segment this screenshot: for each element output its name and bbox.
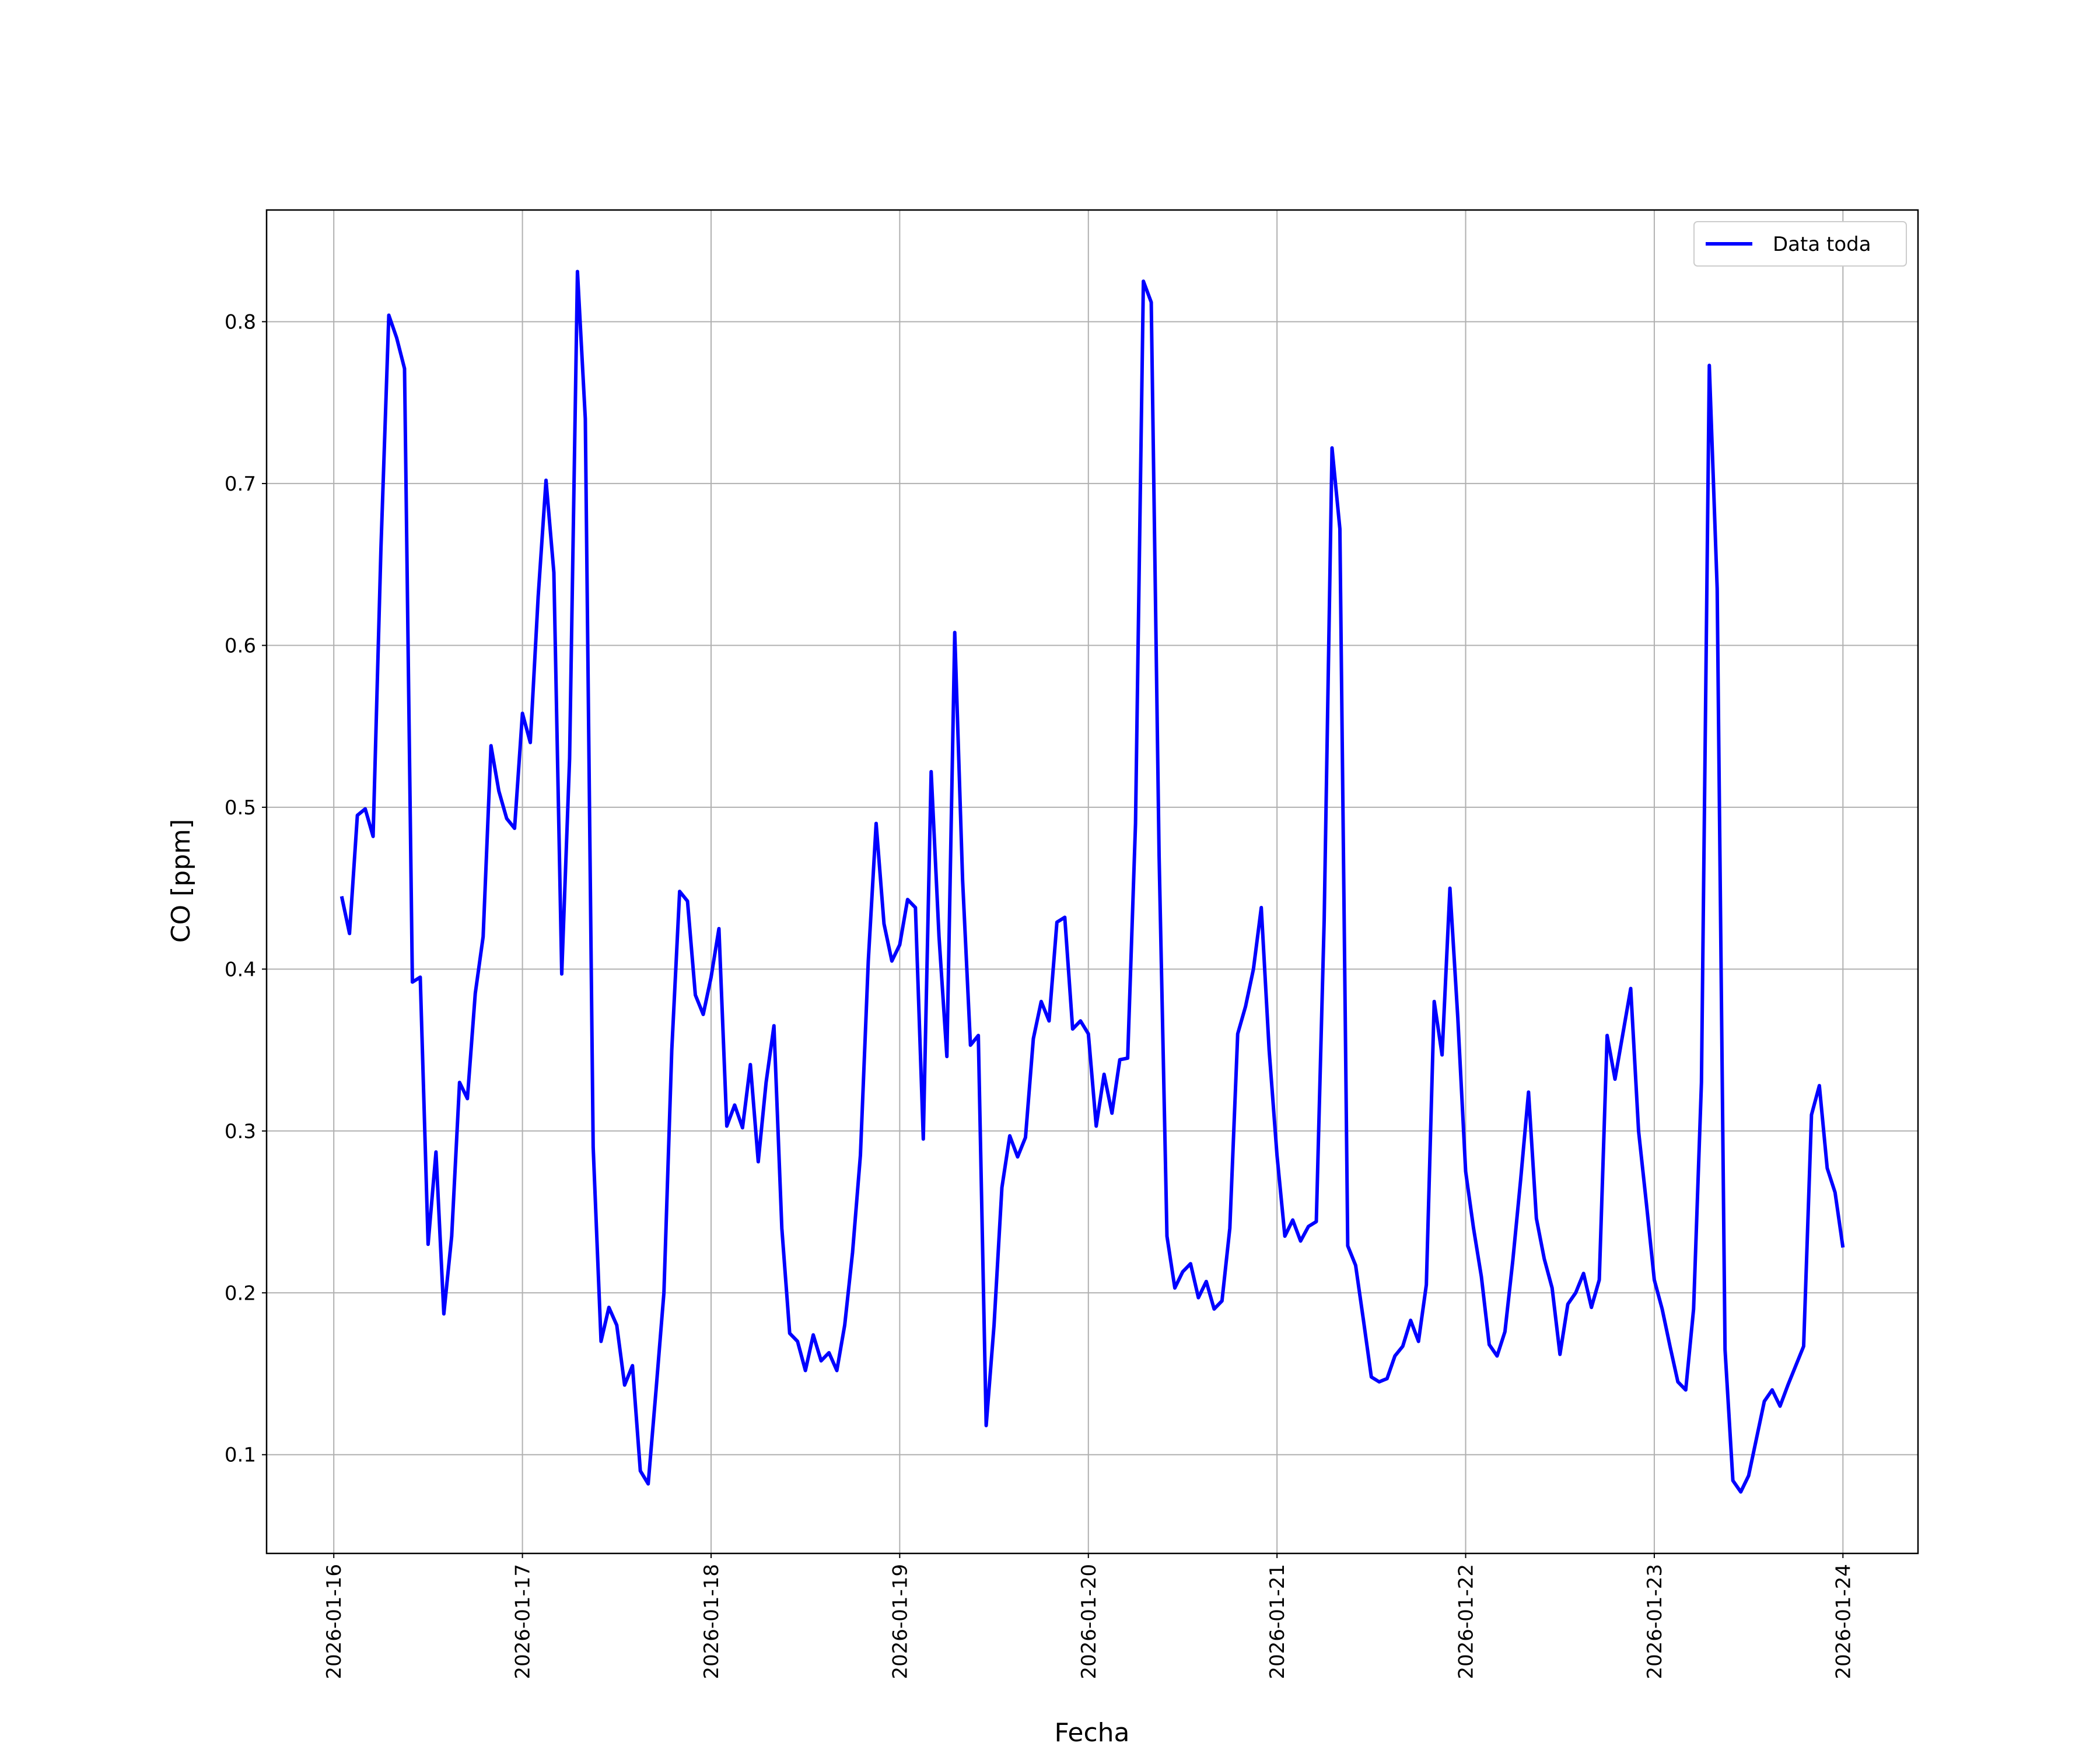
legend: Data toda [1693, 221, 1907, 267]
y-tick-label: 0.3 [225, 1120, 256, 1143]
y-tick-label: 0.8 [225, 310, 256, 334]
x-tick-label: 2026-01-20 [1077, 1564, 1101, 1679]
x-tick-label: 2026-01-24 [1832, 1564, 1855, 1679]
legend-box [1693, 221, 1907, 267]
x-tick-label: 2026-01-19 [888, 1564, 912, 1679]
x-tick-label: 2026-01-23 [1643, 1564, 1667, 1679]
y-tick-label: 0.1 [225, 1444, 256, 1467]
x-tick-label: 2026-01-17 [512, 1564, 535, 1679]
axes-frame [265, 209, 1919, 1555]
x-tick-label: 2026-01-21 [1266, 1564, 1289, 1679]
x-tick-label: 2026-01-16 [323, 1564, 346, 1679]
y-tick-label: 0.2 [225, 1282, 256, 1305]
y-tick-label: 0.6 [225, 634, 256, 657]
x-tick-label: 2026-01-22 [1455, 1564, 1478, 1679]
legend-label: Data toda [1773, 233, 1871, 256]
y-tick-label: 0.4 [225, 958, 256, 981]
y-axis-label: CO [ppm] [166, 819, 196, 943]
y-tick-label: 0.5 [225, 796, 256, 820]
data-line [340, 270, 1845, 1494]
y-tick-label: 0.7 [225, 473, 256, 496]
x-tick-label: 2026-01-18 [700, 1564, 723, 1679]
x-axis-label: Fecha [1054, 1718, 1129, 1748]
